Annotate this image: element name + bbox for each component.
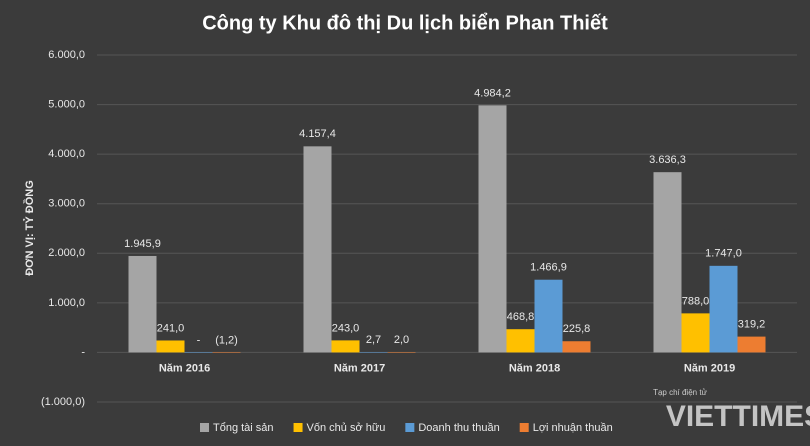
bar: [331, 340, 360, 353]
bar: [506, 329, 535, 353]
y-axis-label: ĐƠN VỊ: TỶ ĐỒNG: [23, 180, 36, 276]
value-label: 243,0: [332, 322, 360, 334]
watermark-small: Tạp chí điện tử: [653, 388, 707, 397]
bar: [359, 352, 388, 353]
y-tick-label: -: [81, 346, 85, 358]
value-label: 3.636,3: [649, 154, 686, 166]
x-tick-label: Năm 2016: [159, 362, 210, 374]
legend-swatch: [293, 423, 303, 432]
bar: [387, 352, 416, 353]
value-label: -: [197, 334, 201, 346]
bar: [709, 265, 738, 353]
y-tick-label: 2.000,0: [48, 247, 85, 259]
value-label: 4.984,2: [474, 87, 511, 99]
y-tick-label: 6.000,0: [48, 49, 85, 61]
value-label: 2,0: [394, 334, 409, 346]
value-label: 1.747,0: [705, 248, 742, 260]
bar: [681, 313, 710, 353]
x-tick-label: Năm 2017: [334, 362, 385, 374]
x-tick-label: Năm 2019: [684, 362, 735, 374]
bar: [478, 105, 507, 353]
bar: [562, 341, 591, 353]
chart-title: Công ty Khu đô thị Du lịch biển Phan Thi…: [202, 12, 608, 34]
bar: [128, 255, 157, 353]
value-label: 2,7: [366, 334, 381, 346]
value-label: 241,0: [157, 322, 185, 334]
value-label: 225,8: [563, 323, 591, 335]
bar: [653, 172, 682, 353]
value-label: 4.157,4: [299, 128, 336, 140]
x-tick-label: Năm 2018: [509, 362, 560, 374]
bar: [303, 146, 332, 353]
legend-label: Doanh thu thuần: [418, 422, 499, 434]
value-label: (1,2): [215, 334, 238, 346]
y-tick-label: 5.000,0: [48, 98, 85, 110]
bar: [212, 352, 241, 353]
value-label: 788,0: [682, 295, 710, 307]
y-tick-label: 4.000,0: [48, 148, 85, 160]
legend-label: Lợi nhuận thuần: [533, 422, 613, 434]
legend-swatch: [200, 423, 209, 432]
value-label: 319,2: [738, 319, 766, 331]
legend-swatch: [519, 423, 529, 432]
watermark-brand: VIETTIMES: [666, 400, 810, 433]
legend-label: Tổng tài sản: [213, 422, 274, 434]
bar: [737, 336, 766, 353]
value-label: 1.945,9: [124, 238, 161, 250]
value-label: 468,8: [507, 311, 535, 323]
legend-swatch: [405, 423, 415, 432]
value-label: 1.466,9: [530, 262, 567, 274]
y-tick-label: 3.000,0: [48, 198, 85, 210]
bar: [534, 279, 563, 353]
y-tick-label: 1.000,0: [48, 297, 85, 309]
bar: [156, 340, 185, 353]
legend-label: Vốn chủ sở hữu: [307, 422, 386, 434]
y-tick-label: (1.000,0): [41, 396, 85, 408]
bar: [184, 352, 213, 353]
